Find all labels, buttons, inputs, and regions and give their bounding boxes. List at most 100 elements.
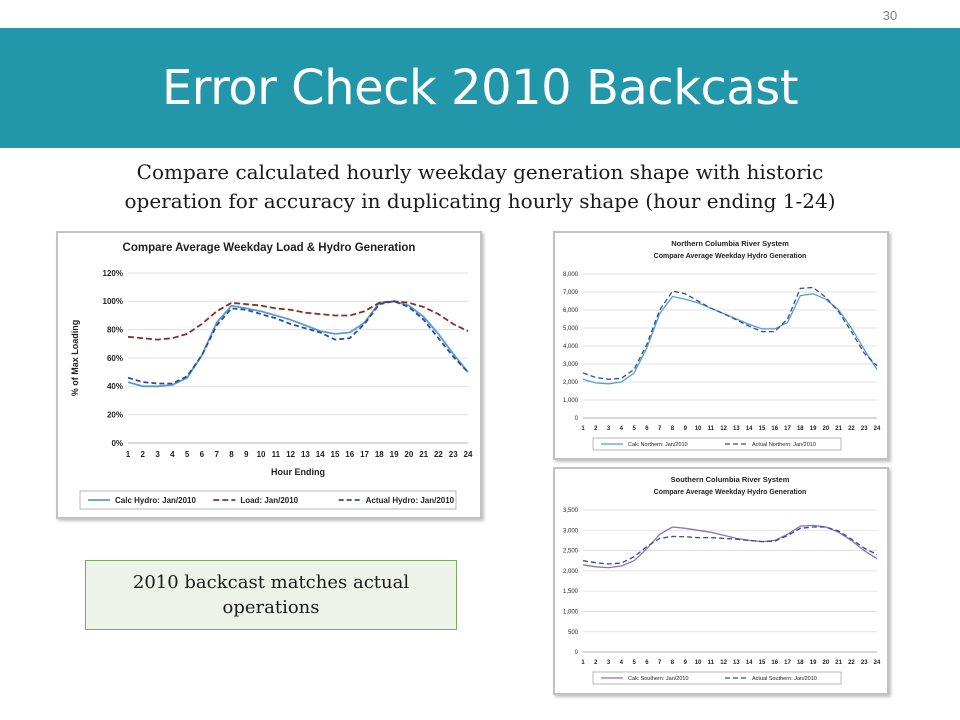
y-tick-label: 0	[575, 416, 579, 422]
y-tick-label: 40%	[107, 382, 123, 391]
x-tick-label: 4	[620, 660, 624, 666]
subtitle-line-2: operation for accuracy in duplicating ho…	[124, 189, 836, 213]
x-tick-label: 21	[835, 660, 842, 666]
x-tick-label: 21	[419, 450, 428, 459]
chart-subtitle: Compare Average Weekday Hydro Generation	[654, 253, 807, 260]
y-tick-label: 3,000	[563, 362, 579, 368]
x-tick-label: 13	[733, 660, 740, 666]
series-line-1	[582, 293, 878, 385]
x-tick-label: 22	[848, 426, 855, 432]
chart-frame-load-hydro: Compare Average Weekday Load & Hydro Gen…	[56, 231, 482, 519]
chart-title: Southern Columbia River System	[671, 475, 790, 484]
x-tick-label: 15	[759, 426, 766, 432]
x-tick-label: 12	[720, 426, 727, 432]
x-tick-label: 7	[214, 450, 219, 459]
series-line-2	[127, 300, 469, 341]
slide-number: 30	[882, 8, 898, 23]
y-tick-label: 1,000	[563, 610, 579, 616]
x-tick-label: 9	[684, 660, 688, 666]
x-tick-label: 8	[229, 450, 234, 459]
x-tick-label: 17	[360, 450, 369, 459]
legend-box	[79, 490, 457, 510]
y-tick-label: 2,000	[563, 569, 579, 575]
chart-title: Compare Average Weekday Load & Hydro Gen…	[123, 242, 416, 254]
title-band: Error Check 2010 Backcast	[0, 28, 960, 148]
series-line-1	[127, 300, 469, 388]
x-tick-label: 24	[874, 660, 881, 666]
callout-box: 2010 backcast matches actual operations	[85, 560, 457, 630]
x-tick-label: 4	[170, 450, 175, 459]
y-tick-label: 0%	[111, 439, 123, 448]
x-tick-label: 13	[301, 450, 310, 459]
slide-subtitle: Compare calculated hourly weekday genera…	[40, 158, 920, 216]
y-tick-label: 2,500	[563, 549, 579, 555]
x-tick-label: 14	[316, 450, 325, 459]
x-tick-label: 11	[708, 426, 715, 432]
chart-frame-northern: Northern Columbia River System Compare Av…	[553, 231, 889, 460]
x-tick-label: 18	[797, 660, 804, 666]
y-tick-label: 0	[575, 650, 579, 656]
x-tick-label: 2	[594, 426, 598, 432]
x-tick-label: 14	[746, 660, 753, 666]
x-tick-label: 5	[632, 426, 636, 432]
chart-northern: Northern Columbia River System Compare Av…	[563, 239, 881, 451]
x-tick-label: 3	[155, 450, 160, 459]
y-tick-label: 4,000	[563, 344, 579, 350]
y-tick-label: 20%	[107, 410, 123, 419]
callout-line-2: operations	[222, 597, 320, 618]
y-axis-label: % of Max Loading	[70, 320, 80, 397]
x-tick-label: 17	[784, 426, 791, 432]
x-tick-label: 5	[185, 450, 190, 459]
x-tick-label: 10	[695, 426, 702, 432]
y-tick-label: 100%	[103, 297, 123, 306]
legend-label-1: Calc Hydro: Jan/2010	[115, 496, 196, 505]
x-tick-label: 11	[708, 660, 715, 666]
x-axis-label: Hour Ending	[271, 467, 325, 477]
y-tick-label: 8,000	[563, 272, 579, 278]
x-tick-label: 10	[257, 450, 266, 459]
series-line-3	[127, 300, 469, 385]
x-tick-label: 19	[810, 660, 817, 666]
x-tick-label: 21	[835, 426, 842, 432]
x-tick-label: 22	[434, 450, 443, 459]
y-tick-label: 500	[568, 630, 579, 636]
x-tick-label: 5	[632, 660, 636, 666]
x-tick-label: 6	[645, 660, 649, 666]
y-tick-label: 120%	[103, 269, 123, 278]
legend-box	[592, 671, 842, 685]
x-tick-label: 8	[671, 660, 675, 666]
x-tick-label: 3	[607, 660, 611, 666]
x-tick-label: 9	[684, 426, 688, 432]
legend-label-1: Calc Southern: Jan/2010	[628, 676, 689, 682]
y-tick-label: 80%	[107, 325, 123, 334]
x-tick-label: 20	[823, 426, 830, 432]
y-tick-label: 7,000	[563, 290, 579, 296]
x-tick-label: 1	[126, 450, 131, 459]
x-tick-label: 18	[797, 426, 804, 432]
slide-title: Error Check 2010 Backcast	[161, 60, 799, 116]
legend-label-2: Actual Northern: Jan/2010	[752, 442, 816, 448]
chart-load-hydro: Compare Average Weekday Load & Hydro Gen…	[70, 242, 473, 510]
x-tick-label: 17	[784, 660, 791, 666]
series-line-2	[582, 286, 878, 380]
chart-southern: Southern Columbia River System Compare Av…	[563, 475, 881, 685]
y-tick-label: 3,500	[563, 508, 579, 514]
chart-title: Northern Columbia River System	[671, 239, 789, 248]
x-tick-label: 16	[771, 660, 778, 666]
x-tick-label: 18	[375, 450, 384, 459]
x-tick-label: 23	[449, 450, 458, 459]
x-tick-label: 20	[404, 450, 413, 459]
x-tick-label: 6	[200, 450, 205, 459]
x-tick-label: 16	[771, 426, 778, 432]
x-tick-label: 1	[581, 660, 585, 666]
x-tick-label: 20	[823, 660, 830, 666]
series-line-1	[582, 524, 878, 569]
x-tick-label: 12	[286, 450, 295, 459]
x-tick-label: 7	[658, 660, 662, 666]
y-tick-label: 3,000	[563, 528, 579, 534]
legend-box	[592, 437, 842, 451]
x-tick-label: 23	[861, 660, 868, 666]
x-tick-label: 6	[645, 426, 649, 432]
y-tick-label: 60%	[107, 354, 123, 363]
x-tick-label: 2	[594, 660, 598, 666]
